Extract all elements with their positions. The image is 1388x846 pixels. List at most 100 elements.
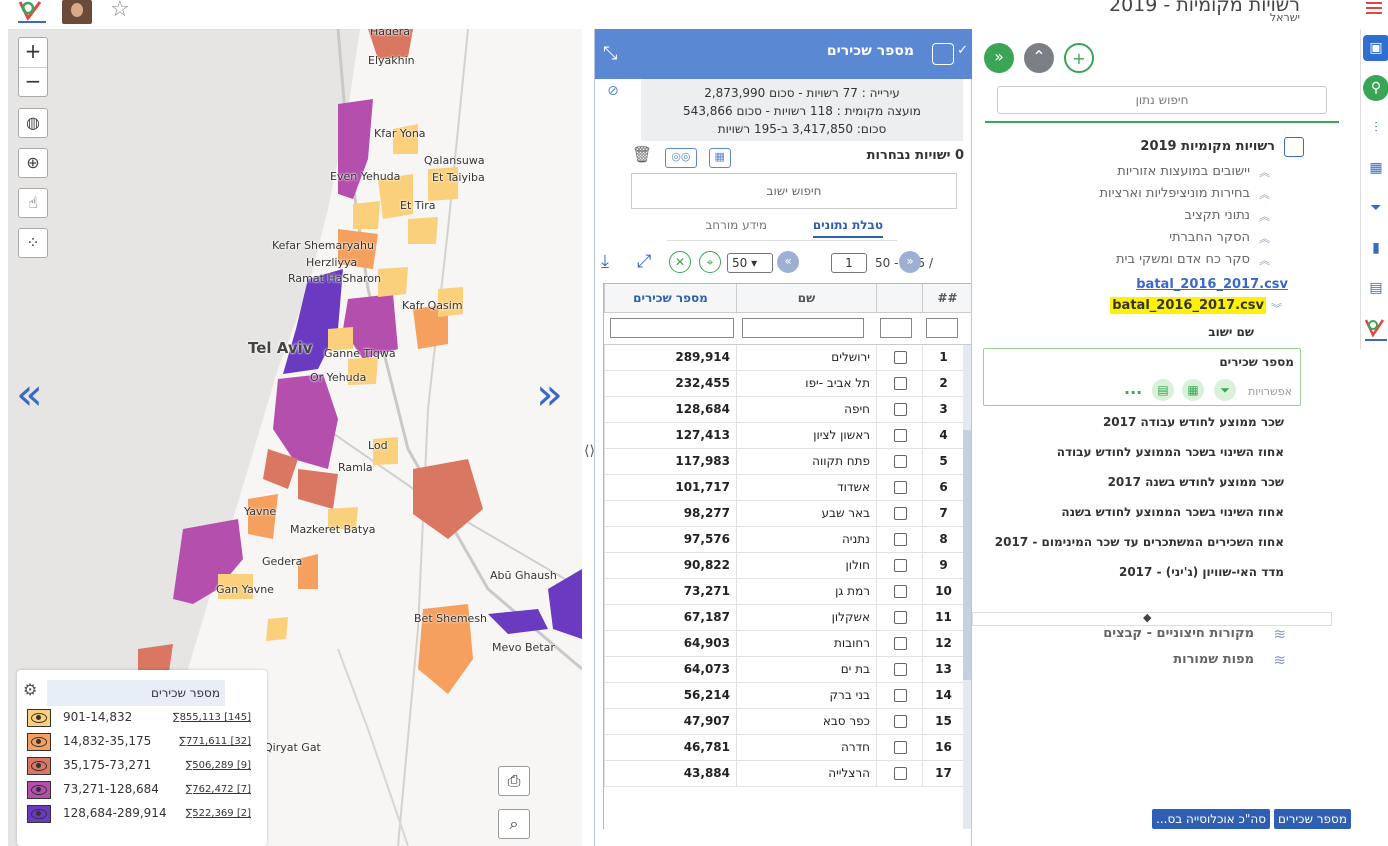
table-row[interactable]: 117,983 פתח תקווה 5 xyxy=(604,449,964,475)
printer-icon[interactable]: ⎙ xyxy=(498,766,530,796)
table-row[interactable]: 289,914 ירושלים 1 xyxy=(604,345,964,371)
app-logo-icon[interactable] xyxy=(16,0,48,24)
eye-icon[interactable] xyxy=(27,781,51,799)
row-checkbox[interactable] xyxy=(894,767,907,780)
filter-icon[interactable]: ⏷ xyxy=(1370,200,1382,216)
row-checkbox[interactable] xyxy=(894,507,907,520)
check-icon[interactable]: ✓ xyxy=(957,43,968,58)
row-checkbox[interactable] xyxy=(894,715,907,728)
row-checkbox[interactable] xyxy=(894,429,907,442)
row-checkbox[interactable] xyxy=(894,689,907,702)
table-row[interactable]: 56,214 בני ברק 14 xyxy=(604,683,964,709)
page-size-select[interactable]: 50 ▾ xyxy=(727,253,773,273)
row-checkbox[interactable] xyxy=(894,585,907,598)
csv-selected[interactable]: batal_2016_2017.csv xyxy=(1110,297,1266,314)
row-checkbox[interactable] xyxy=(894,741,907,754)
sliders-icon[interactable]: ⫶ xyxy=(1374,120,1378,136)
table-row[interactable]: 47,907 כפר סבא 15 xyxy=(604,709,964,735)
field-item[interactable]: שכר ממוצע לחודש עבודה 2017 xyxy=(1102,415,1284,429)
saved-maps[interactable]: מפות שמורות xyxy=(1173,652,1254,667)
legend-item[interactable]: 14,832-35,175 ∑771,611 [32] xyxy=(27,733,259,753)
table-row[interactable]: 64,903 רחובות 12 xyxy=(604,631,964,657)
zoom-to-icon[interactable]: ⌖ xyxy=(699,251,721,273)
row-checkbox[interactable] xyxy=(894,481,907,494)
row-checkbox[interactable] xyxy=(894,637,907,650)
field-card-selected[interactable]: מספר שכירים אפשרויות ⏷ ▦ ▤ ... xyxy=(983,348,1301,406)
legend-sum[interactable]: ∑762,472 [7] xyxy=(185,784,251,795)
hamburger-icon[interactable] xyxy=(1366,2,1382,16)
page-number-input[interactable]: 1 xyxy=(831,253,867,273)
add-icon[interactable]: + xyxy=(1064,43,1094,73)
splitter-icon[interactable]: ◆ xyxy=(1143,611,1152,624)
table-row[interactable]: 64,073 בת ים 13 xyxy=(604,657,964,683)
external-sources[interactable]: מקורות חיצוניים - קבצים xyxy=(1103,626,1254,641)
tab-data-table[interactable]: טבלת נתונים xyxy=(812,218,883,238)
table-row[interactable]: 73,271 רמת גן 10 xyxy=(604,579,964,605)
legend-item[interactable]: 35,175-73,271 ∑506,289 [9] xyxy=(27,757,259,777)
collapse-all-icon[interactable]: ⌃ xyxy=(1024,43,1054,73)
splitter-grip-icon[interactable]: ⟨⟩ xyxy=(584,443,595,459)
row-checkbox[interactable] xyxy=(894,403,907,416)
legend-sum[interactable]: ∑855,113 [145] xyxy=(172,712,251,723)
filter-name-input[interactable] xyxy=(742,318,864,338)
row-checkbox[interactable] xyxy=(894,455,907,468)
table-row[interactable]: 97,576 נתניה 8 xyxy=(604,527,964,553)
chevron-up-icon[interactable]: ︽ xyxy=(1259,188,1270,201)
field-item[interactable]: שם ישוב xyxy=(1208,325,1254,339)
eye-icon[interactable] xyxy=(27,757,51,775)
magnifier-icon[interactable]: ⌕ xyxy=(498,809,530,839)
gear-icon[interactable]: ⚙ xyxy=(23,680,38,699)
row-checkbox[interactable] xyxy=(894,663,907,676)
table-row[interactable]: 101,717 אשדוד 6 xyxy=(604,475,964,501)
more-icon[interactable]: ... xyxy=(1124,379,1143,398)
panel-splitter[interactable]: ⟨⟩ xyxy=(582,29,595,846)
brand-logo-icon[interactable] xyxy=(1363,317,1388,343)
chevron-up-icon[interactable]: ︽ xyxy=(1259,210,1270,223)
map-layers-icon[interactable]: ▣ xyxy=(1363,35,1388,61)
locate-selected-icon[interactable]: ◎◎ xyxy=(664,148,697,168)
globe-icon[interactable]: ◍ xyxy=(18,108,48,138)
map-select-icon[interactable]: ▦ xyxy=(708,148,731,168)
layers-icon[interactable]: ≋ xyxy=(1273,651,1286,669)
map-next-arrow-icon[interactable]: » xyxy=(536,369,563,420)
grid-icon[interactable]: ▦ xyxy=(1369,160,1383,176)
filter-checkbox-input[interactable] xyxy=(880,318,912,338)
tree-item[interactable]: בחירות מוניציפליות וארציות xyxy=(1099,186,1250,201)
prev-page-button[interactable]: « xyxy=(777,251,799,273)
table-row[interactable]: 43,884 הרצלייה 17 xyxy=(604,761,964,787)
data-search-input[interactable]: חיפוש נתון xyxy=(997,86,1327,114)
filter-value-input[interactable] xyxy=(610,318,734,338)
bottom-tag[interactable]: מספר שכירים xyxy=(1274,809,1351,829)
map-layer-icon[interactable] xyxy=(932,43,954,65)
next-page-button[interactable]: » xyxy=(899,251,921,273)
eye-icon[interactable] xyxy=(27,805,51,823)
eye-icon[interactable] xyxy=(27,709,51,727)
settlement-search-input[interactable]: חיפוש ישוב xyxy=(631,173,957,209)
legend-item[interactable]: 73,271-128,684 ∑762,472 [7] xyxy=(27,781,259,801)
layers-icon[interactable]: ≋ xyxy=(1273,625,1286,643)
bottom-tag[interactable]: סה"כ אוכלוסייה בס... xyxy=(1152,809,1271,829)
chevron-down-icon[interactable]: ︾ xyxy=(1271,302,1282,315)
field-item[interactable]: מדד האי-שוויון (ג'יני) - 2017 xyxy=(1118,565,1284,579)
filter-icon[interactable]: ⏷ xyxy=(1214,379,1236,401)
avatar[interactable] xyxy=(62,0,92,24)
table-row[interactable]: 90,822 חולון 9 xyxy=(604,553,964,579)
field-item[interactable]: אחוז השינוי בשכר הממוצע לחודש בשנה xyxy=(1061,505,1284,519)
legend-sum[interactable]: ∑771,611 [32] xyxy=(179,736,251,747)
row-checkbox[interactable] xyxy=(894,351,907,364)
zoom-in-button[interactable]: + xyxy=(24,39,42,63)
calculator-icon[interactable]: ▤ xyxy=(1152,379,1174,401)
calculator-icon[interactable]: ▤ xyxy=(1369,280,1383,296)
bubbles-icon[interactable]: ⁘ xyxy=(18,228,48,258)
table-row[interactable]: 98,277 באר שבע 7 xyxy=(604,501,964,527)
layer-map-icon[interactable] xyxy=(1284,137,1304,157)
bar-chart-icon[interactable]: ▮ xyxy=(1372,240,1380,256)
section-splitter[interactable]: ◆ xyxy=(972,611,1332,626)
touch-icon[interactable]: ☝ xyxy=(18,188,48,218)
column-header-value[interactable]: מספר שכירים xyxy=(604,284,736,314)
field-item[interactable]: אחוז השכירים המשתכרים עד שכר המינימום - … xyxy=(994,535,1284,549)
row-checkbox[interactable] xyxy=(894,611,907,624)
field-item[interactable]: אחוז השינוי בשכר הממוצע לחודש עבודה xyxy=(1056,445,1284,459)
column-header-name[interactable]: שם xyxy=(736,284,876,314)
trash-icon[interactable]: 🗑 xyxy=(631,145,653,164)
